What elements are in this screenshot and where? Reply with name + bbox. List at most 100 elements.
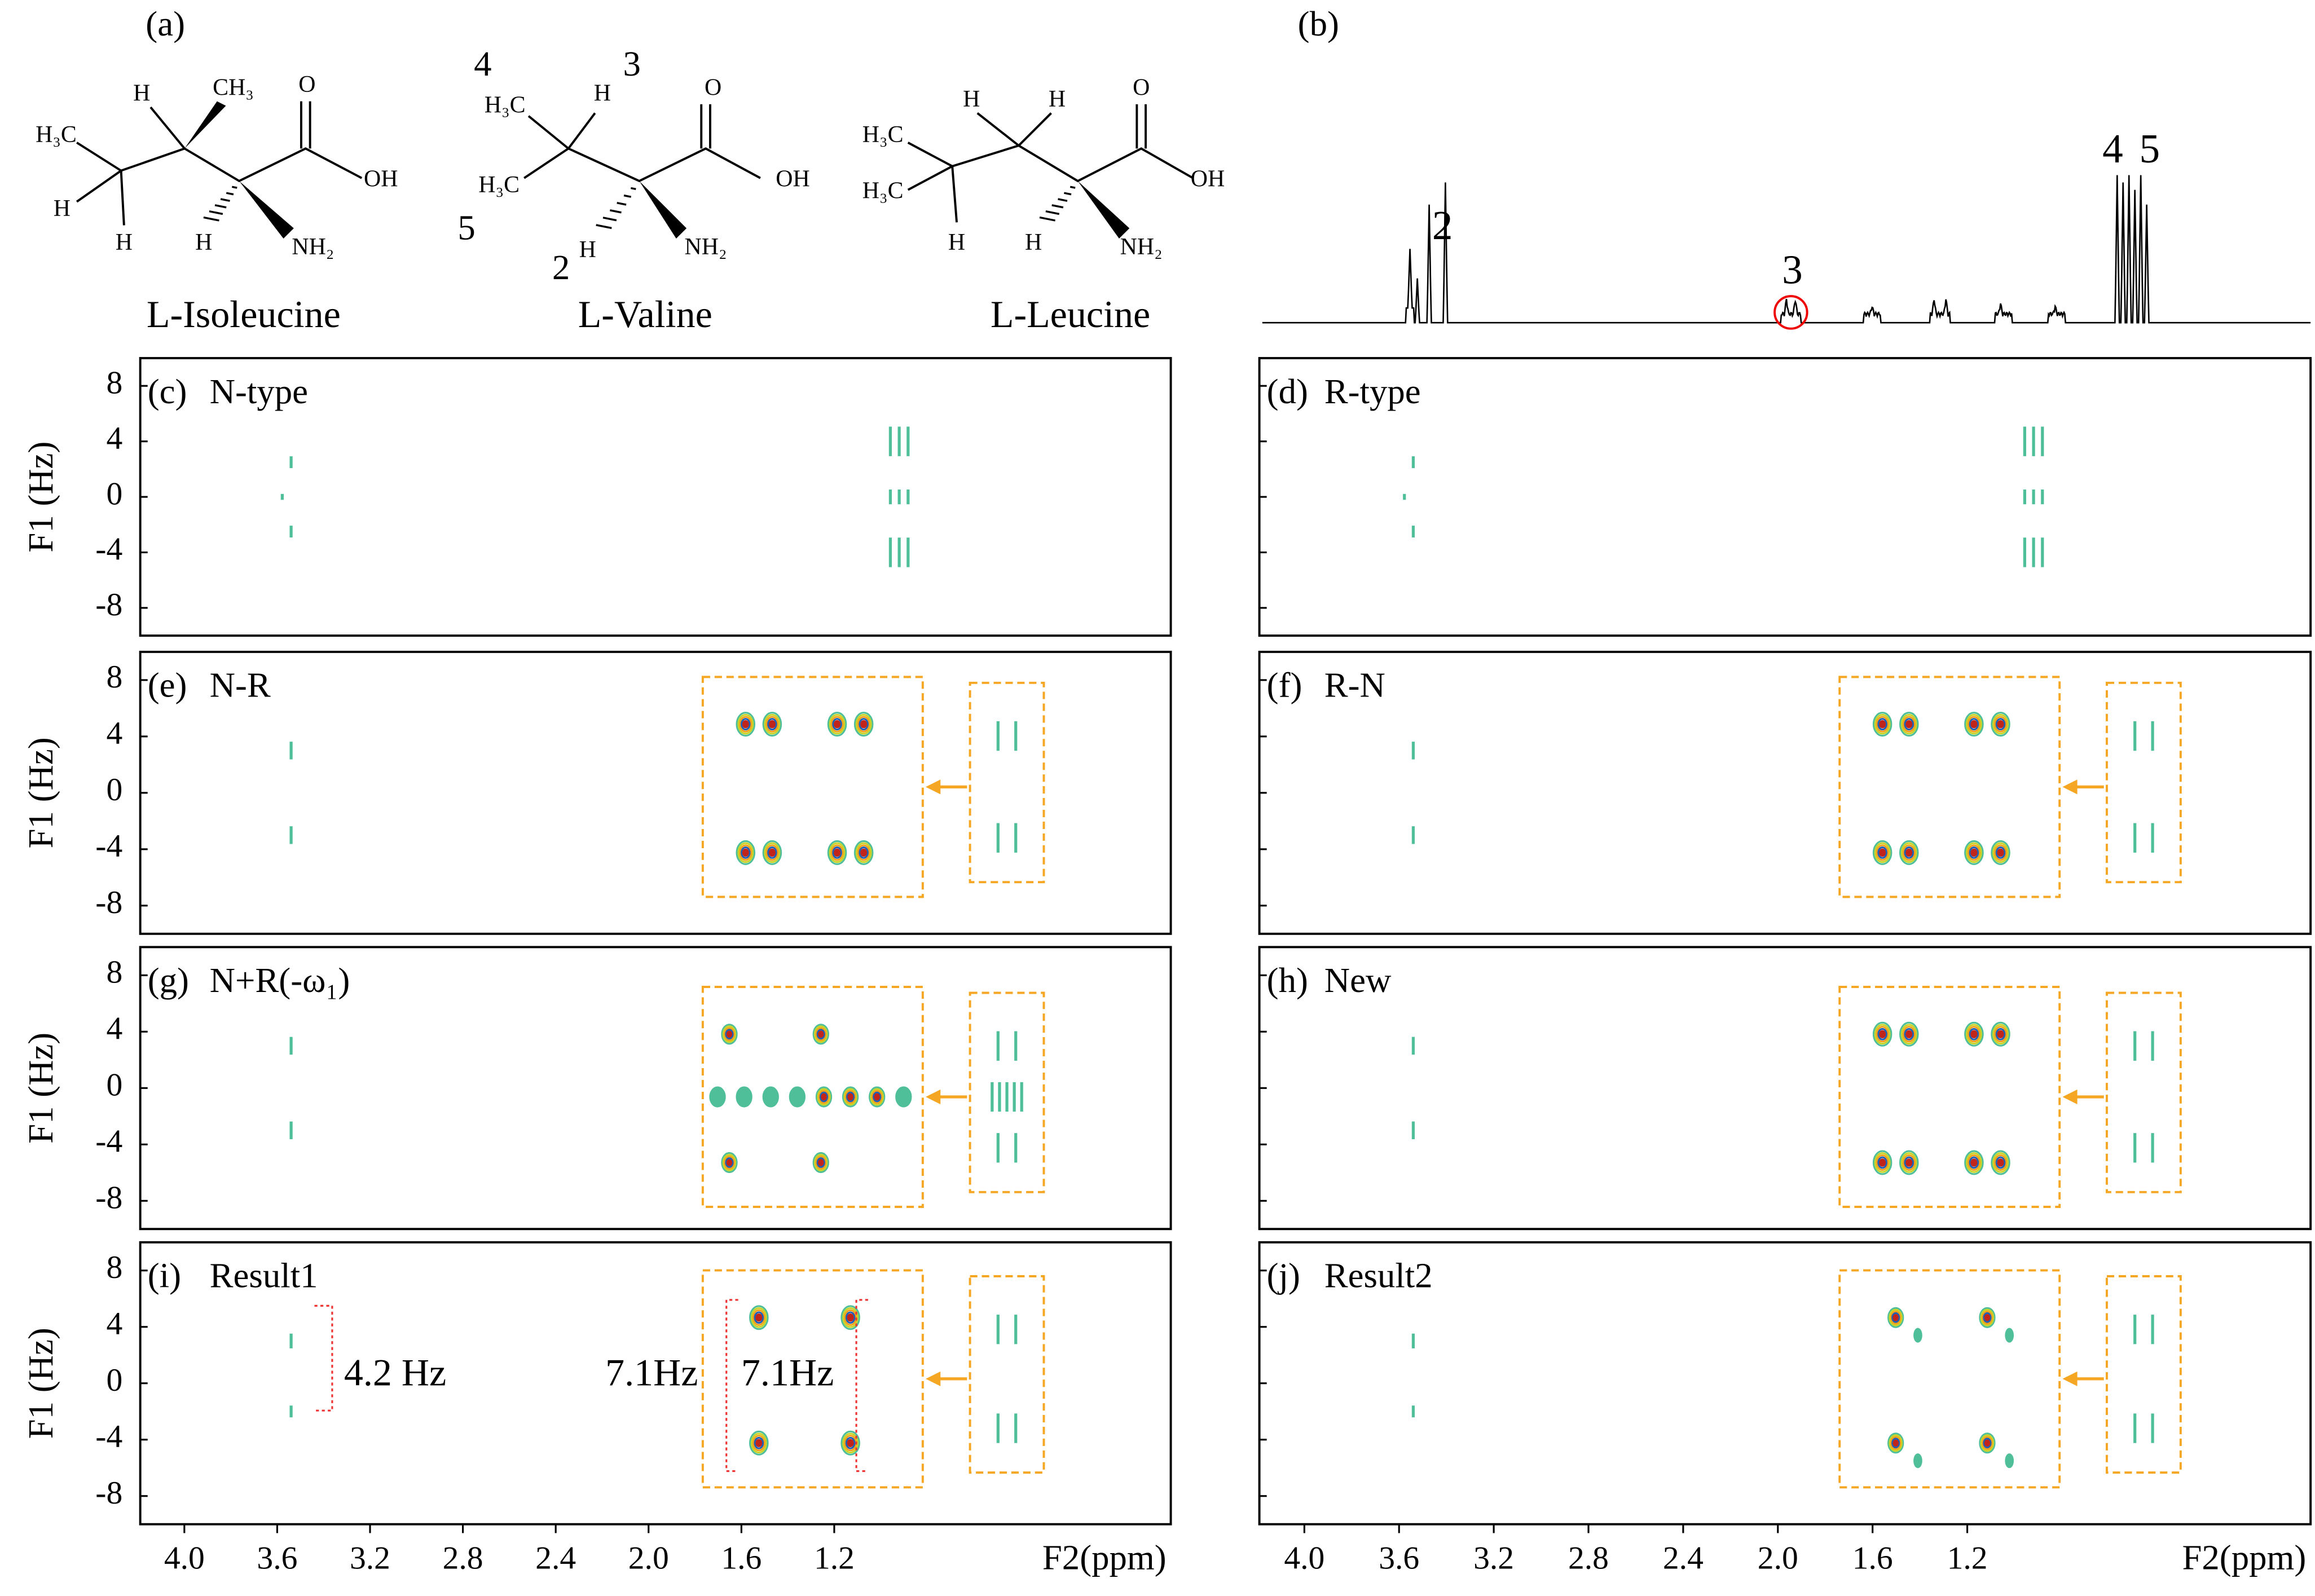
contour xyxy=(1887,1307,1904,1328)
contour xyxy=(842,1086,859,1108)
wedge-bond xyxy=(184,101,226,149)
panel-label: (h) xyxy=(1267,960,1308,1000)
contour xyxy=(1905,848,1913,857)
x-tick-label: 3.2 xyxy=(1473,1540,1514,1576)
contour xyxy=(1905,720,1913,729)
bond xyxy=(120,170,125,226)
contour xyxy=(1995,718,2006,731)
contour xyxy=(1993,1026,2008,1043)
contour xyxy=(1964,840,1984,865)
arrow-head xyxy=(926,1089,941,1105)
atom-label: H₃C xyxy=(485,92,526,118)
contour xyxy=(726,1030,733,1038)
contour xyxy=(789,1086,806,1108)
spectrum-1d xyxy=(1262,175,2311,324)
contour xyxy=(1900,1152,1917,1173)
contour xyxy=(1899,712,1919,737)
y-tick-label: 4 xyxy=(106,1306,122,1342)
contour xyxy=(818,1159,824,1166)
contour xyxy=(855,713,872,735)
atom-label: NH₂ xyxy=(685,234,727,260)
arrow-head xyxy=(2062,1371,2078,1387)
contour xyxy=(853,840,874,865)
wedge-bond xyxy=(1077,180,1130,239)
contour xyxy=(1891,1438,1900,1449)
contour xyxy=(847,1313,854,1322)
y-tick-label: 8 xyxy=(106,1250,122,1285)
contour xyxy=(1876,844,1889,861)
zoom-box xyxy=(701,1269,924,1489)
coupling-label: 7.1Hz xyxy=(741,1351,834,1394)
y-axis-label: F1 (Hz) xyxy=(21,737,60,848)
contour xyxy=(739,844,752,861)
contour xyxy=(722,1025,737,1043)
contour xyxy=(1964,1021,1984,1047)
contour xyxy=(1965,842,1982,863)
contour xyxy=(855,842,872,863)
molecule-name: L-Isoleucine xyxy=(147,293,341,336)
hash-bond xyxy=(1051,204,1064,209)
contour xyxy=(1970,1030,1978,1039)
contour xyxy=(843,1088,857,1106)
contour xyxy=(857,844,870,861)
y-tick-label: -4 xyxy=(95,1419,122,1454)
contour xyxy=(860,848,868,857)
atom-label: H xyxy=(195,230,212,255)
y-tick-label: 0 xyxy=(106,476,122,512)
contour xyxy=(829,713,846,735)
contour xyxy=(817,1088,831,1106)
contour xyxy=(740,718,751,731)
contour xyxy=(840,1305,860,1330)
contour xyxy=(1877,1028,1887,1041)
y-tick-label: -4 xyxy=(95,532,122,567)
contour xyxy=(1995,1028,2006,1041)
contour xyxy=(873,1091,882,1103)
contour xyxy=(1876,1154,1889,1171)
contour xyxy=(765,716,779,733)
contour xyxy=(1902,716,1916,733)
contour xyxy=(827,712,847,737)
atom-label: H₃C xyxy=(478,172,520,198)
atom-label: CH₃ xyxy=(213,74,254,100)
contour xyxy=(1900,842,1917,863)
panel-title: N-R xyxy=(210,665,271,705)
contour xyxy=(1893,1313,1899,1321)
atom-label: H xyxy=(1049,86,1066,112)
contour xyxy=(709,1086,726,1108)
contour xyxy=(750,1432,767,1454)
hash-bond xyxy=(203,216,219,222)
contour xyxy=(1876,716,1889,733)
x-tick-label: 1.2 xyxy=(1947,1540,1988,1576)
label: (a) xyxy=(146,4,185,43)
contour xyxy=(1993,1154,2008,1171)
contour xyxy=(742,720,749,729)
contour xyxy=(1900,713,1917,735)
contour xyxy=(857,716,870,733)
contour xyxy=(767,718,777,731)
atom-label: H xyxy=(579,237,596,263)
y-axis-label: F1 (Hz) xyxy=(21,442,60,553)
contour xyxy=(1991,1150,2010,1175)
y-tick-label: 8 xyxy=(106,955,122,990)
contour xyxy=(752,1435,765,1452)
contour xyxy=(1874,1024,1891,1045)
contour xyxy=(724,1156,735,1170)
zoom-box xyxy=(1838,986,2061,1208)
contour xyxy=(1890,1310,1902,1325)
atom-label: NH₂ xyxy=(292,234,334,260)
contour xyxy=(1874,842,1891,863)
contour xyxy=(1879,1158,1886,1167)
contour xyxy=(1992,713,2009,735)
y-tick-label: 4 xyxy=(106,421,122,456)
contour xyxy=(765,844,779,861)
contour xyxy=(768,848,776,857)
x-tick-label: 3.2 xyxy=(350,1540,390,1576)
contour xyxy=(815,1156,827,1170)
contour xyxy=(1983,1312,1992,1323)
contour xyxy=(1879,848,1886,857)
x-tick-label: 3.6 xyxy=(257,1540,297,1576)
contour xyxy=(859,846,869,859)
contour xyxy=(1913,1328,1922,1343)
contour xyxy=(842,1307,859,1328)
